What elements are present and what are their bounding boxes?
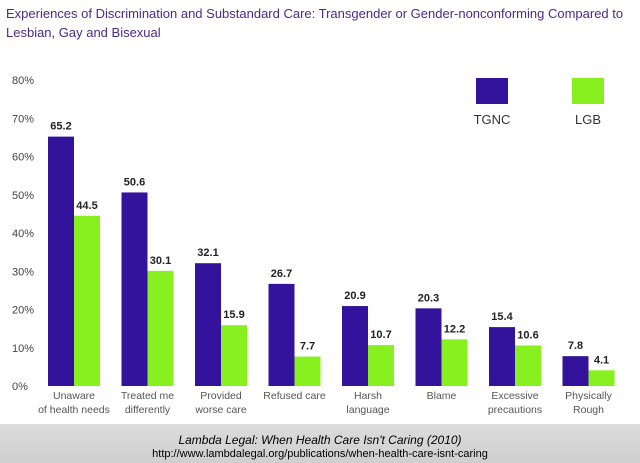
- source-citation: Lambda Legal: When Health Care Isn't Car…: [178, 433, 462, 447]
- category-label: differently: [125, 404, 171, 416]
- y-tick-label: 40%: [12, 228, 34, 240]
- data-label: 10.6: [517, 329, 538, 341]
- bar-tgnc: [268, 283, 295, 386]
- bar-tgnc: [415, 308, 442, 386]
- data-label: 30.1: [150, 255, 171, 267]
- category-label: Harsh: [354, 390, 382, 402]
- category-label: Physically: [565, 390, 612, 402]
- category-label: Refused care: [263, 390, 326, 402]
- bar-lgb: [221, 325, 247, 386]
- category-label: of health needs: [38, 404, 110, 416]
- legend-swatch-tgnc: [476, 78, 508, 104]
- y-tick-label: 0%: [12, 381, 28, 393]
- category-label: precautions: [488, 404, 542, 416]
- data-label: 10.7: [370, 329, 391, 341]
- category-label: Treated me: [121, 390, 174, 402]
- bar-lgb: [147, 270, 174, 386]
- bar-lgb: [588, 370, 615, 386]
- category-label: Provided: [200, 390, 242, 402]
- bar-tgnc: [48, 136, 74, 386]
- y-tick-label: 70%: [12, 113, 34, 125]
- data-label: 7.8: [568, 340, 583, 352]
- y-tick-label: 60%: [12, 152, 34, 164]
- data-label: 7.7: [300, 341, 315, 353]
- bar-chart: 0% 10% 20% 30% 40% 50% 60% 70% 80% 65.2 44.5 Unawa…: [12, 75, 615, 416]
- bar-lgb: [441, 339, 468, 386]
- category-label: Rough: [573, 404, 604, 416]
- legend-label-tgnc: TGNC: [474, 112, 511, 127]
- chart-title: Experiences of Discrimination and Substa…: [6, 6, 624, 40]
- bar-tgnc: [121, 192, 148, 386]
- bar-lgb: [74, 215, 100, 386]
- bar-tgnc: [195, 263, 221, 386]
- bar-lgb: [294, 356, 321, 386]
- y-tick-label: 50%: [12, 190, 34, 202]
- data-label: 15.9: [223, 309, 244, 321]
- y-tick-label: 80%: [12, 75, 34, 87]
- category-label: worse care: [194, 404, 247, 416]
- source-footer: Lambda Legal: When Health Care Isn't Car…: [0, 424, 640, 463]
- data-label: 20.3: [418, 292, 439, 304]
- data-label: 65.2: [50, 121, 71, 133]
- y-tick-label: 20%: [12, 305, 34, 317]
- data-label: 32.1: [197, 247, 218, 259]
- legend-swatch-lgb: [572, 78, 604, 104]
- data-label: 4.1: [594, 354, 609, 366]
- data-label: 44.5: [76, 200, 97, 212]
- data-label: 15.4: [491, 311, 513, 323]
- category-label: Unaware: [53, 390, 95, 402]
- data-label: 12.2: [444, 323, 465, 335]
- bar-tgnc: [489, 327, 515, 386]
- category-label: Excessive: [491, 390, 538, 402]
- data-label: 50.6: [124, 176, 145, 188]
- bar-lgb: [515, 345, 541, 386]
- bar-lgb: [368, 345, 394, 386]
- y-tick-label: 30%: [12, 266, 34, 278]
- category-label: Blame: [427, 390, 457, 402]
- source-url: http://www.lambdalegal.org/publications/…: [152, 448, 488, 460]
- y-tick-label: 10%: [12, 343, 34, 355]
- data-label: 26.7: [271, 268, 292, 280]
- bar-tgnc: [342, 306, 368, 386]
- legend-label-lgb: LGB: [575, 112, 601, 127]
- data-label: 20.9: [344, 290, 365, 302]
- bar-tgnc: [562, 356, 589, 386]
- category-label: language: [346, 404, 389, 416]
